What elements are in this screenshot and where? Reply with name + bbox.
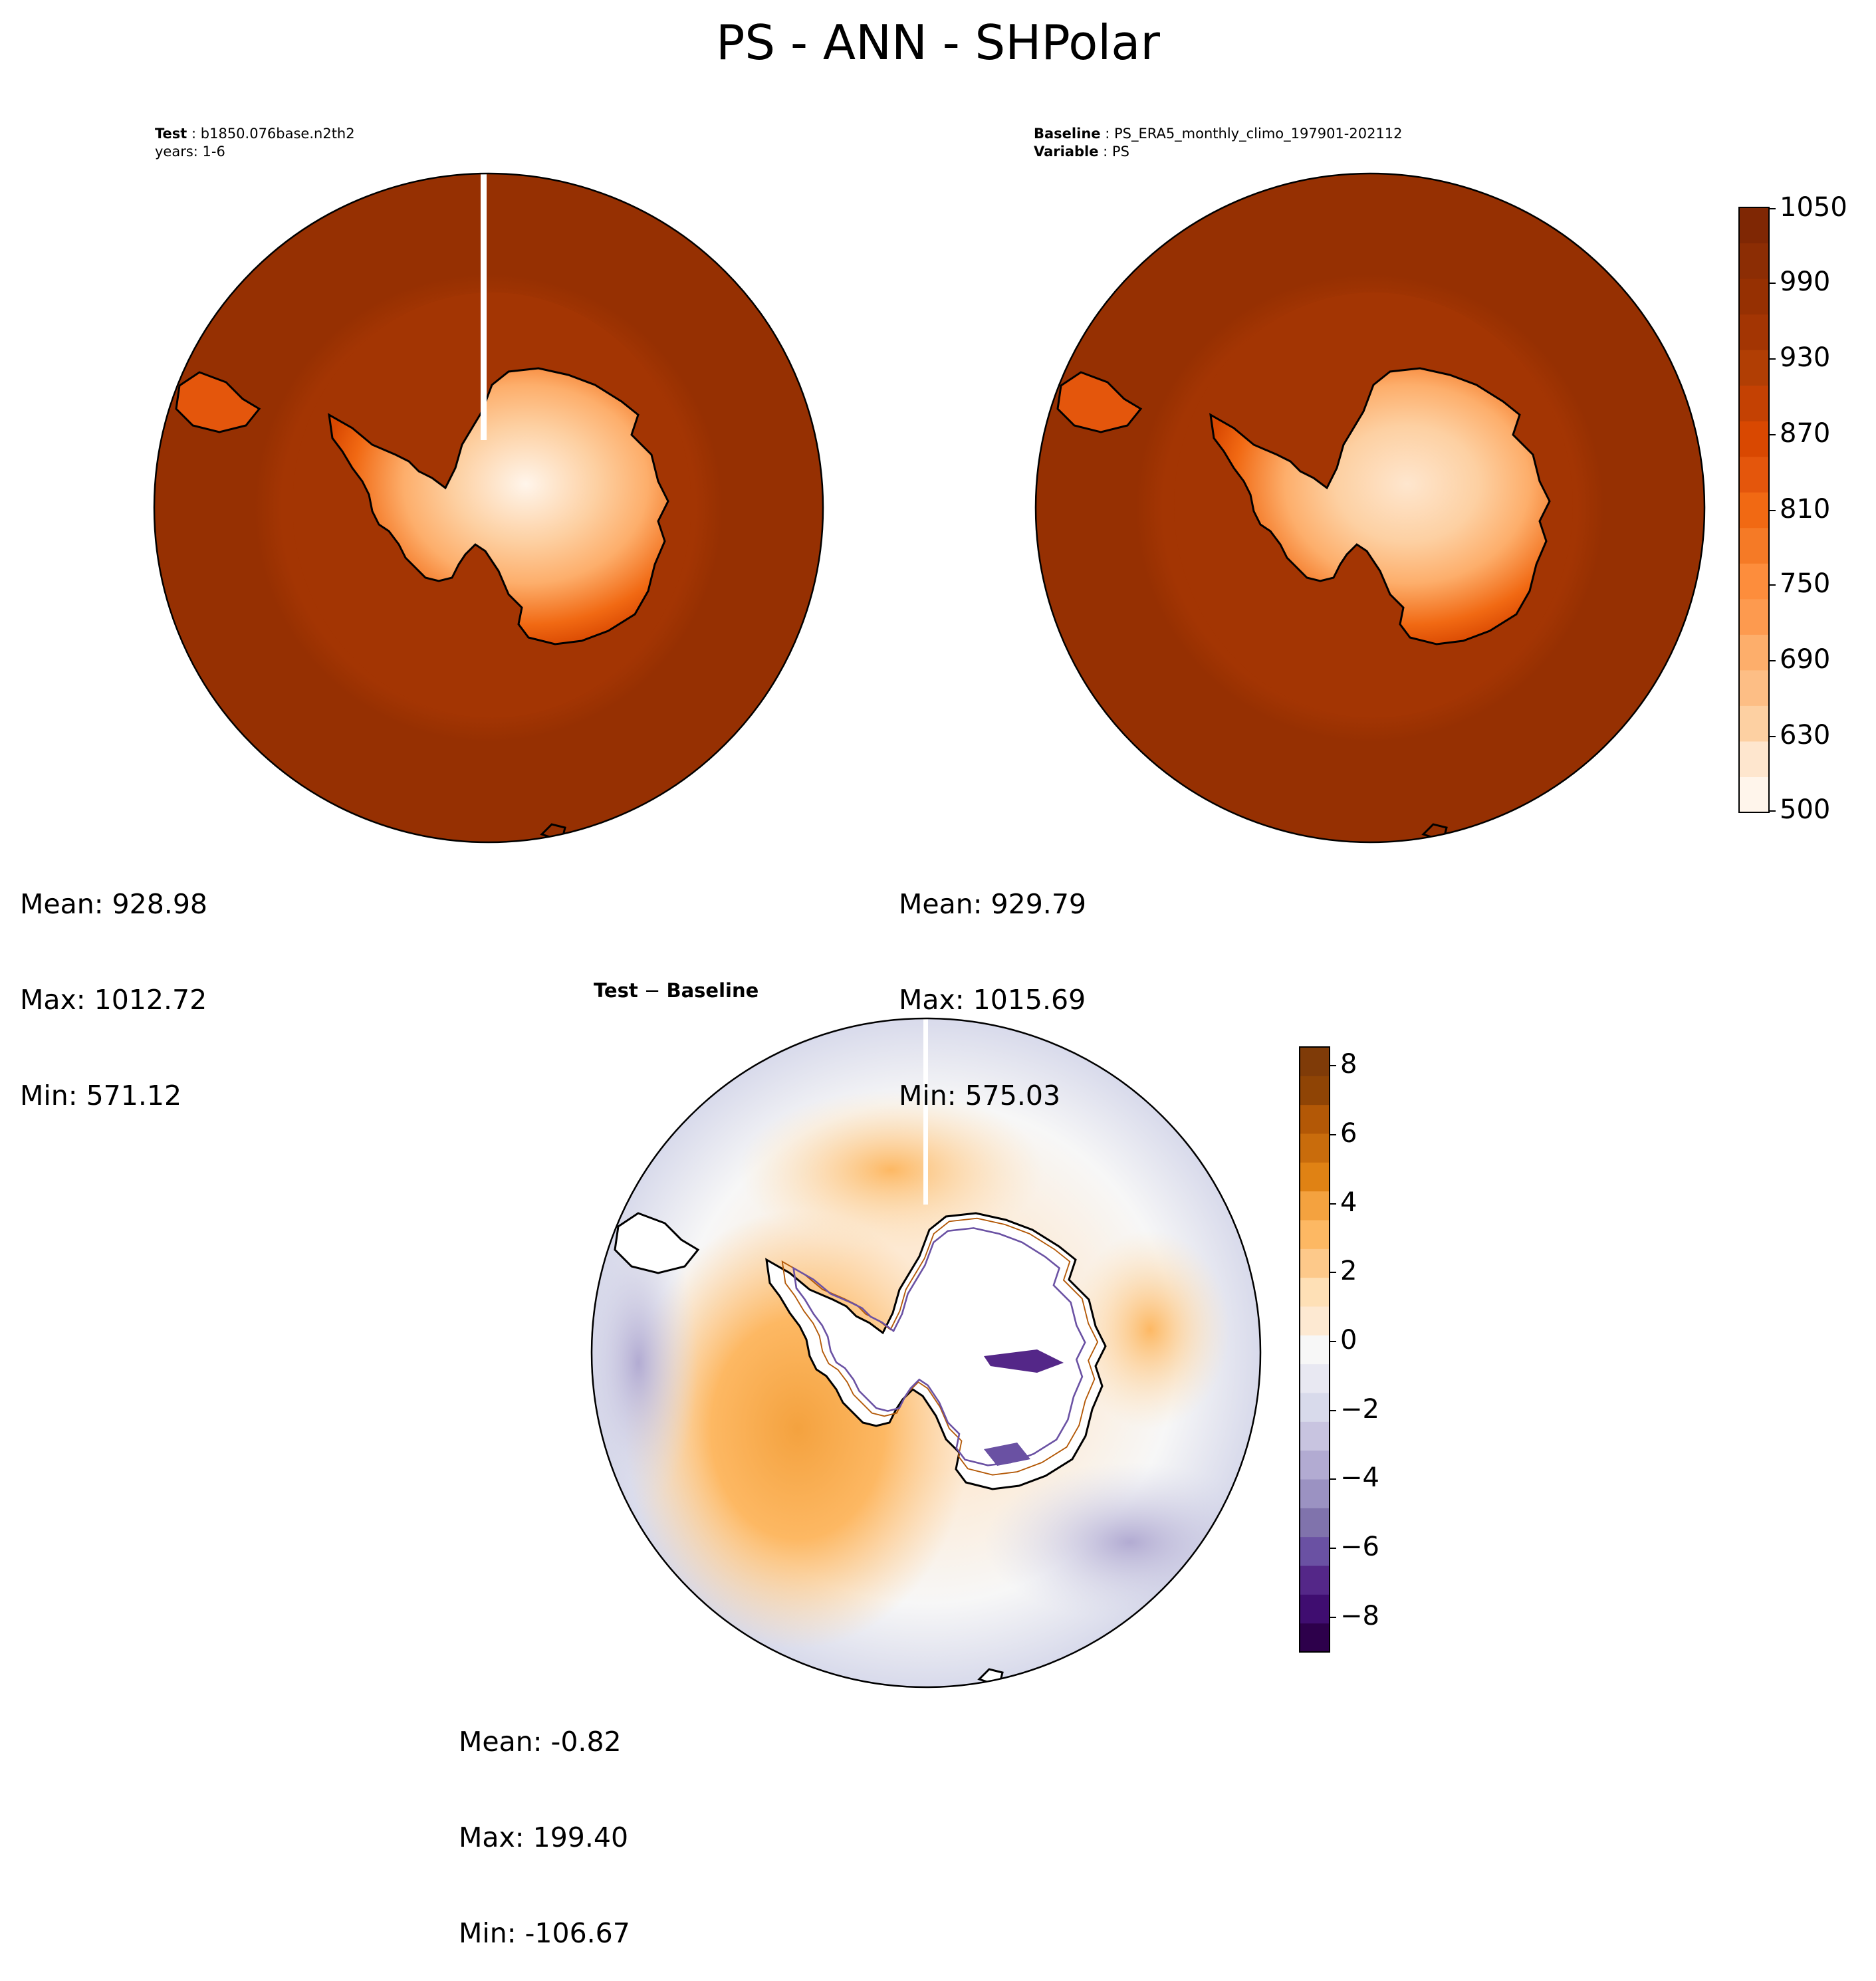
absolute-colorbar-swatch <box>1739 492 1769 528</box>
difference-title-test: Test <box>594 979 638 1002</box>
difference-colorbar-swatch <box>1300 1047 1330 1076</box>
maps-canvas <box>153 172 1776 1689</box>
difference-colorbar-tick-label: 8 <box>1340 1049 1357 1080</box>
difference-colorbar-tick-label: 4 <box>1340 1187 1357 1218</box>
difference-colorbar-swatch <box>1300 1277 1330 1307</box>
difference-colorbar-tick-label: 0 <box>1340 1325 1357 1355</box>
difference-title-sep: − <box>638 979 667 1002</box>
baseline-case-name: PS_ERA5_monthly_climo_197901-202112 <box>1114 126 1403 142</box>
absolute-colorbar-tick-label: 990 <box>1780 267 1831 297</box>
baseline-min: Min: 575.03 <box>899 1080 1061 1111</box>
difference-colorbar-frame <box>1299 1046 1330 1653</box>
difference-colorbar-tick-label: −8 <box>1340 1601 1379 1631</box>
absolute-colorbar-swatch <box>1739 421 1769 457</box>
difference-colorbar-swatch <box>1300 1450 1330 1480</box>
difference-colorbar-swatch <box>1300 1335 1330 1365</box>
difference-colorbar-swatch <box>1300 1479 1330 1508</box>
test-label-key: Test <box>155 126 187 142</box>
absolute-colorbar-swatch <box>1739 741 1769 777</box>
absolute-colorbar-swatch <box>1739 314 1769 350</box>
absolute-colorbar-tick-label: 630 <box>1780 720 1831 751</box>
difference-colorbar-swatch <box>1300 1133 1330 1163</box>
difference-colorbar-swatch <box>1300 1536 1330 1566</box>
test-case-name: b1850.076base.n2th2 <box>200 126 355 142</box>
absolute-colorbar-swatch <box>1739 705 1769 742</box>
difference-max: Max: 199.40 <box>459 1821 629 1853</box>
test-map <box>153 172 824 844</box>
absolute-colorbar-tick-label: 500 <box>1780 794 1831 825</box>
absolute-colorbar-swatch <box>1739 243 1769 279</box>
difference-colorbar-tick-label: 6 <box>1340 1118 1357 1149</box>
absolute-colorbar-tick-label: 1050 <box>1780 192 1847 223</box>
difference-colorbar-tick-label: 2 <box>1340 1256 1357 1286</box>
absolute-colorbar-tick-label: 870 <box>1780 418 1831 449</box>
absolute-colorbar-swatch <box>1739 207 1769 244</box>
difference-colorbar-swatch <box>1300 1306 1330 1336</box>
difference-colorbar-tick-label: −6 <box>1340 1532 1379 1562</box>
difference-colorbar-swatch <box>1300 1393 1330 1422</box>
test-min: Min: 571.12 <box>20 1080 182 1111</box>
difference-colorbar-swatch <box>1300 1421 1330 1451</box>
difference-title: Test − Baseline <box>594 979 759 1002</box>
test-stats: Mean: 928.98 Max: 1012.72 Min: 571.12 <box>20 824 207 1143</box>
baseline-variable: PS <box>1112 144 1129 160</box>
test-panel-header: Test : b1850.076base.n2th2 years: 1-6 <box>155 126 355 160</box>
test-max: Max: 1012.72 <box>20 984 207 1016</box>
absolute-colorbar <box>1738 207 1776 813</box>
baseline-map <box>1034 172 1706 844</box>
absolute-colorbar-swatch <box>1739 385 1769 421</box>
absolute-colorbar-swatch <box>1739 776 1769 813</box>
absolute-colorbar-swatch <box>1739 527 1769 564</box>
difference-colorbar-swatch <box>1300 1191 1330 1221</box>
figure-title: PS - ANN - SHPolar <box>715 15 1161 70</box>
difference-colorbar-tick-label: −4 <box>1340 1462 1379 1493</box>
baseline-panel-header: Baseline : PS_ERA5_monthly_climo_197901-… <box>1034 126 1403 160</box>
baseline-variable-key: Variable <box>1034 144 1099 160</box>
baseline-max: Max: 1015.69 <box>899 984 1086 1016</box>
difference-stats: Mean: -0.82 Max: 199.40 Min: -106.67 <box>459 1662 630 1981</box>
absolute-colorbar-tick-label: 690 <box>1780 644 1831 675</box>
absolute-colorbar-tick-label: 750 <box>1780 568 1831 599</box>
difference-colorbar-tick-label: −2 <box>1340 1394 1379 1425</box>
difference-colorbar-swatch <box>1300 1363 1330 1393</box>
difference-colorbar-swatch <box>1300 1162 1330 1192</box>
test-years: years: 1-6 <box>155 144 225 160</box>
difference-mean: Mean: -0.82 <box>459 1726 622 1758</box>
absolute-colorbar-tick-label: 930 <box>1780 342 1831 373</box>
difference-min: Min: -106.67 <box>459 1917 630 1949</box>
absolute-colorbar-tick-label: 810 <box>1780 494 1831 524</box>
difference-colorbar-swatch <box>1300 1566 1330 1595</box>
absolute-colorbar-swatch <box>1739 563 1769 600</box>
difference-colorbar-swatch <box>1300 1594 1330 1624</box>
difference-colorbar-swatch <box>1300 1220 1330 1249</box>
test-mean: Mean: 928.98 <box>20 888 208 920</box>
difference-colorbar-swatch <box>1300 1104 1330 1134</box>
absolute-colorbar-swatch <box>1739 634 1769 671</box>
difference-colorbar-swatch <box>1300 1623 1330 1653</box>
difference-colorbar-swatch <box>1300 1248 1330 1278</box>
difference-colorbar <box>1299 1046 1336 1653</box>
absolute-colorbar-swatch <box>1739 669 1769 706</box>
difference-colorbar-swatch <box>1300 1508 1330 1538</box>
absolute-colorbar-swatch <box>1739 350 1769 386</box>
difference-title-baseline: Baseline <box>666 979 759 1002</box>
baseline-stats: Mean: 929.79 Max: 1015.69 Min: 575.03 <box>899 824 1086 1143</box>
absolute-colorbar-swatch <box>1739 456 1769 493</box>
baseline-mean: Mean: 929.79 <box>899 888 1087 920</box>
absolute-colorbar-swatch <box>1739 279 1769 315</box>
baseline-label-key: Baseline <box>1034 126 1101 142</box>
difference-colorbar-swatch <box>1300 1076 1330 1106</box>
absolute-colorbar-swatch <box>1739 598 1769 635</box>
